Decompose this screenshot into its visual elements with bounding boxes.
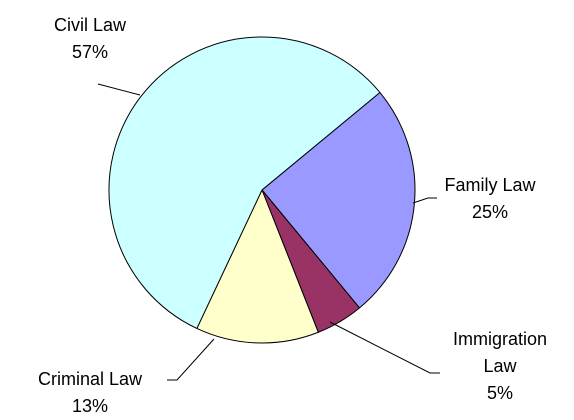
slice-label: Immigration Law 5%: [445, 326, 555, 407]
category-label: Immigration Law: [452, 329, 548, 376]
leader-line: [97, 83, 141, 96]
slice-label: Civil Law 57%: [20, 12, 160, 66]
leader-line: [412, 197, 437, 204]
slice-label: Criminal Law 13%: [10, 366, 170, 420]
value-label: 25%: [471, 202, 509, 222]
pie-slice: [261, 91, 416, 309]
pie-slice: [108, 36, 381, 330]
category-label: Civil Law: [53, 15, 127, 35]
leader-line: [329, 321, 440, 374]
category-label: Family Law: [444, 175, 536, 195]
value-label: 57%: [71, 42, 109, 62]
value-label: 13%: [71, 396, 109, 416]
category-label: Criminal Law: [37, 369, 143, 389]
pie-slice: [196, 188, 319, 344]
leader-line: [167, 338, 215, 381]
value-label: 5%: [486, 383, 513, 403]
slice-label: Family Law 25%: [420, 172, 560, 226]
